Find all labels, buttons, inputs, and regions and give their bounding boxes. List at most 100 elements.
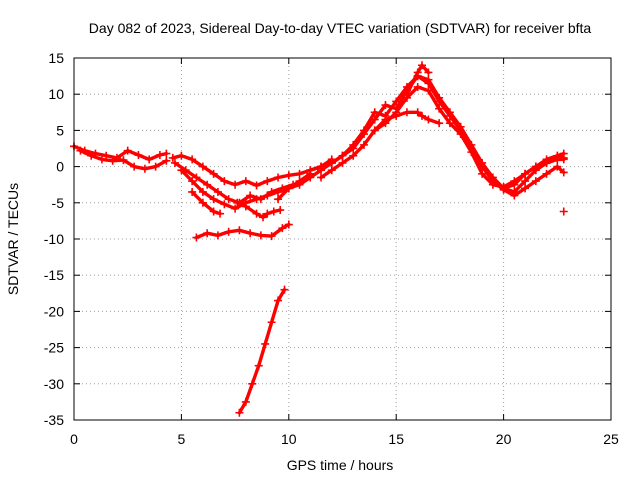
- x-axis: 0 5 10 15 20 25: [70, 431, 619, 447]
- data-point: [327, 166, 336, 175]
- x-tick-label: 20: [496, 431, 512, 447]
- x-tick-label: 25: [603, 431, 619, 447]
- data-layer: [70, 61, 568, 417]
- y-tick-label: -35: [44, 412, 64, 428]
- series-track-6: [188, 187, 225, 218]
- data-point: [359, 140, 368, 149]
- data-point: [274, 187, 283, 196]
- data-point: [306, 166, 315, 175]
- data-point: [192, 173, 201, 182]
- data-point: [435, 119, 444, 128]
- data-point: [445, 119, 454, 128]
- data-point: [252, 209, 261, 218]
- data-point: [278, 224, 287, 233]
- data-point: [417, 111, 426, 120]
- data-point: [392, 111, 401, 120]
- data-point: [168, 153, 177, 162]
- series-trace: [405, 63, 431, 96]
- data-point: [198, 187, 207, 196]
- data-point: [267, 318, 276, 327]
- series-track-16: [235, 285, 289, 417]
- data-point: [233, 198, 242, 207]
- data-point: [456, 122, 465, 131]
- data-point: [213, 231, 222, 240]
- data-point: [402, 90, 411, 99]
- data-point: [252, 195, 261, 204]
- data-point: [488, 177, 497, 186]
- data-point: [224, 227, 233, 236]
- data-point: [198, 198, 207, 207]
- data-point: [499, 185, 508, 194]
- data-point: [263, 191, 272, 200]
- data-point: [317, 162, 326, 171]
- data-point: [370, 108, 379, 117]
- data-point: [338, 151, 347, 160]
- data-point: [521, 184, 530, 193]
- data-point: [381, 115, 390, 124]
- y-tick-label: -15: [44, 267, 64, 283]
- data-point: [203, 180, 212, 189]
- data-point: [349, 151, 358, 160]
- series-trace: [237, 288, 287, 415]
- series-track-7: [233, 198, 285, 222]
- data-point: [338, 158, 347, 167]
- data-point: [97, 155, 106, 164]
- data-point: [241, 202, 250, 211]
- series-trace: [190, 190, 222, 216]
- data-point: [284, 184, 293, 193]
- series-track-8: [192, 220, 293, 242]
- data-point: [188, 177, 197, 186]
- data-point: [76, 146, 85, 155]
- data-point: [241, 177, 250, 186]
- data-point: [188, 155, 197, 164]
- data-point: [392, 104, 401, 113]
- data-point: [192, 233, 201, 242]
- series-track-15: [488, 162, 568, 200]
- data-point: [209, 195, 218, 204]
- data-point: [542, 169, 551, 178]
- data-point: [198, 162, 207, 171]
- data-point: [284, 171, 293, 180]
- data-point: [274, 296, 283, 305]
- data-point: [151, 162, 160, 171]
- data-point: [531, 166, 540, 175]
- data-point: [327, 158, 336, 167]
- data-point: [467, 140, 476, 149]
- y-tick-label: -20: [44, 303, 64, 319]
- data-point: [417, 61, 426, 70]
- data-point: [263, 177, 272, 186]
- data-point: [246, 229, 255, 238]
- data-point: [256, 231, 265, 240]
- data-point: [274, 195, 283, 204]
- data-point: [478, 169, 487, 178]
- data-point: [274, 173, 283, 182]
- data-point: [254, 361, 263, 370]
- series-track-12: [327, 72, 568, 196]
- data-point: [235, 408, 244, 417]
- data-point: [145, 155, 154, 164]
- data-point: [521, 169, 530, 178]
- data-point: [209, 169, 218, 178]
- x-tick-label: 0: [70, 431, 78, 447]
- data-point: [267, 232, 276, 241]
- data-point: [284, 220, 293, 229]
- data-point: [349, 144, 358, 153]
- tick-marks: [73, 57, 612, 421]
- data-point: [370, 126, 379, 135]
- data-point: [155, 151, 164, 160]
- data-point: [177, 151, 186, 160]
- data-point: [119, 156, 128, 165]
- data-point: [123, 146, 132, 155]
- data-point: [413, 82, 422, 91]
- data-point: [445, 108, 454, 117]
- x-axis-label: GPS time / hours: [287, 457, 394, 473]
- data-point: [231, 204, 240, 213]
- data-point: [269, 207, 278, 216]
- data-point: [280, 285, 289, 294]
- data-point: [248, 379, 257, 388]
- data-point: [553, 151, 562, 160]
- data-point: [231, 180, 240, 189]
- series-outlier: [559, 207, 568, 216]
- data-point: [213, 187, 222, 196]
- y-tick-label: -10: [44, 231, 64, 247]
